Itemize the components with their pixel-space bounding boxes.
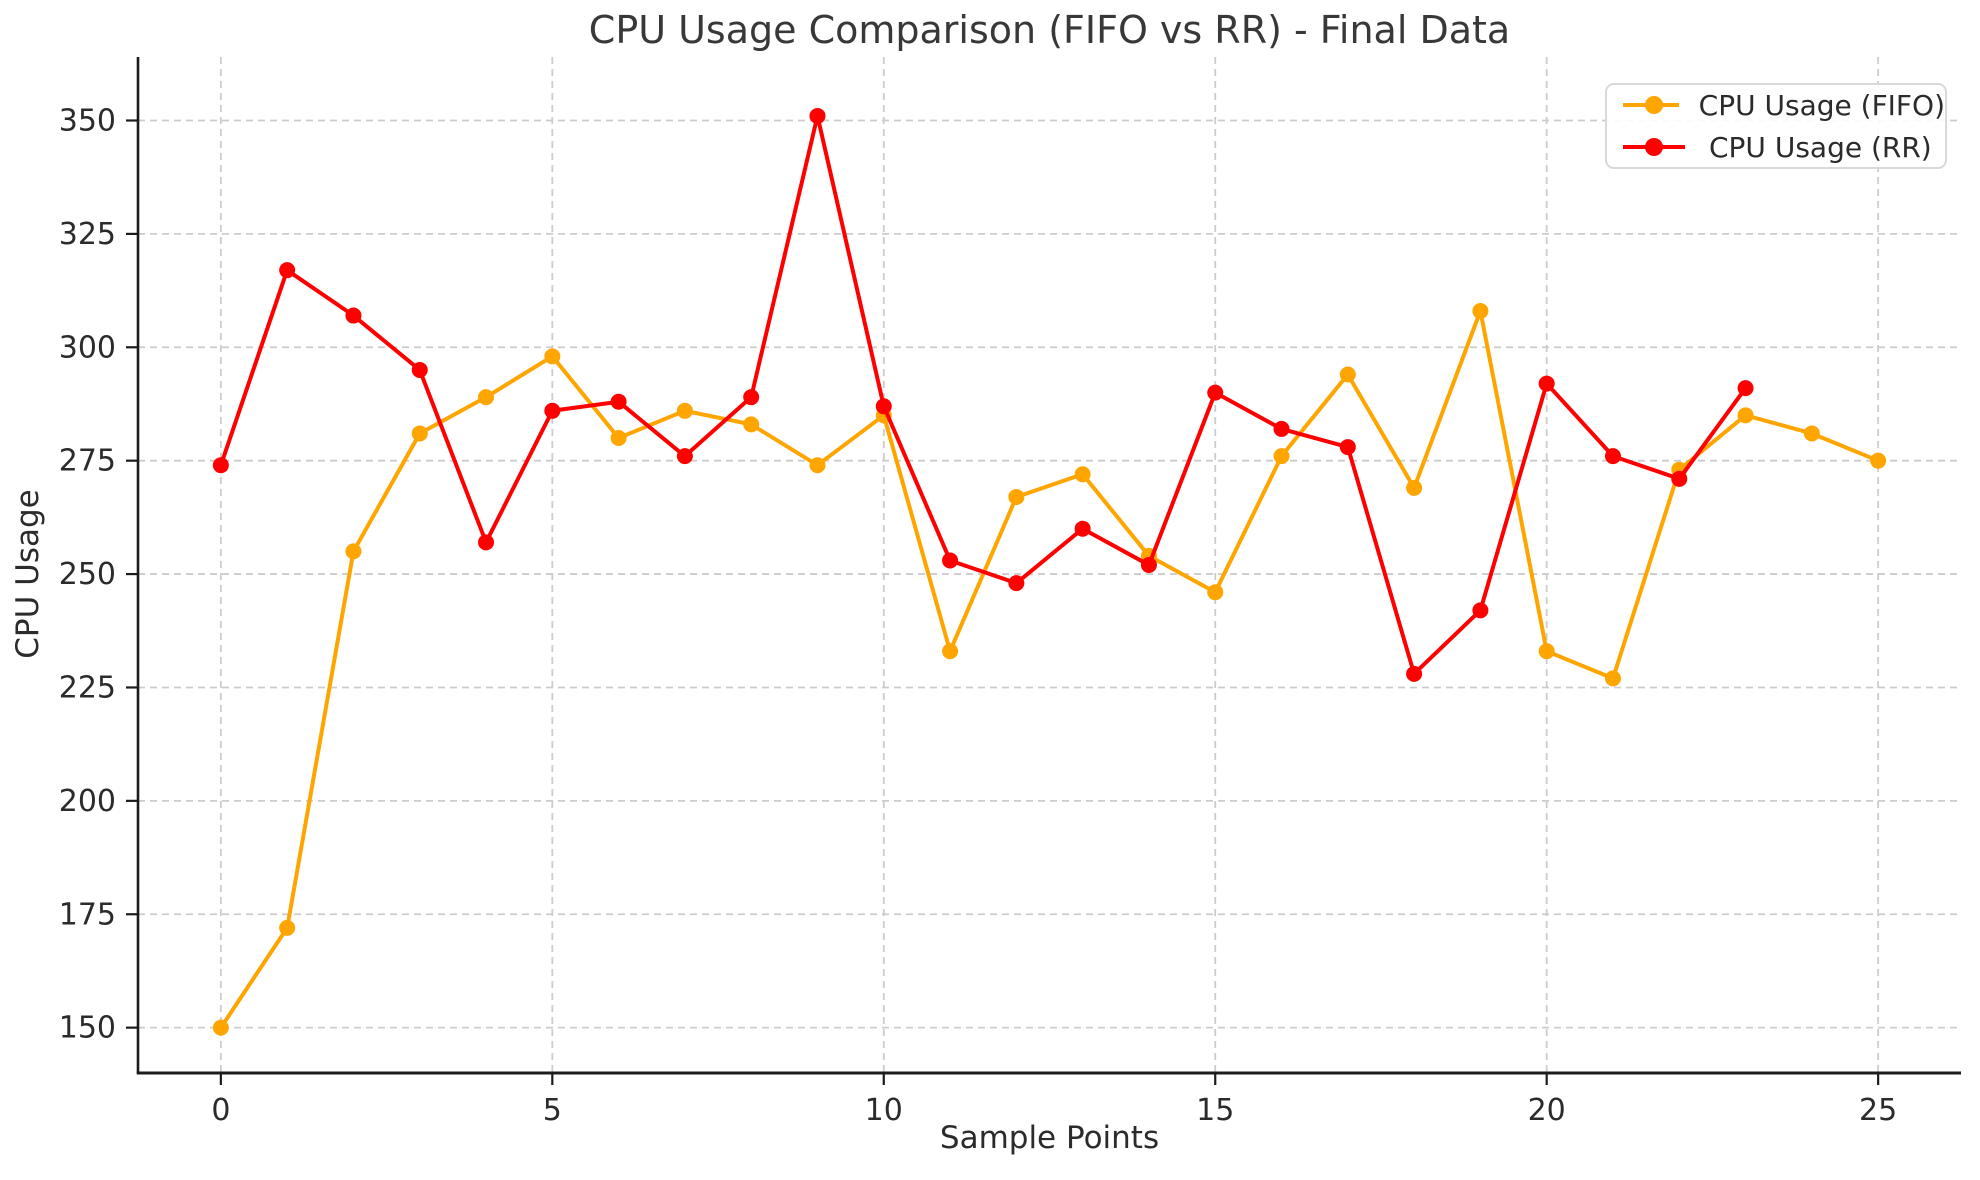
data-point-rr xyxy=(610,393,627,410)
series-line-rr xyxy=(218,113,1748,676)
data-point-fifo xyxy=(478,389,495,406)
data-point-rr xyxy=(676,448,693,465)
data-point-rr xyxy=(1339,439,1356,456)
data-point-fifo xyxy=(1074,466,1091,483)
data-point-rr xyxy=(1140,557,1157,573)
data-point-fifo xyxy=(1803,425,1820,442)
y-tick-label: 275 xyxy=(59,444,116,479)
y-tick-label: 150 xyxy=(59,1011,116,1046)
y-tick-label: 175 xyxy=(59,897,116,932)
data-point-fifo xyxy=(345,543,362,560)
data-point-rr xyxy=(1737,380,1754,397)
data-point-fifo xyxy=(942,643,959,660)
data-point-rr xyxy=(1472,602,1489,619)
fifo-line-marker-swatch xyxy=(1623,96,1679,114)
data-point-fifo xyxy=(1538,643,1555,660)
data-point-rr xyxy=(279,262,296,279)
data-point-fifo xyxy=(1737,407,1754,424)
data-point-rr xyxy=(1671,470,1688,487)
legend-item-fifo: CPU Usage (FIFO) xyxy=(1619,89,1945,122)
y-axis-label: CPU Usage xyxy=(10,489,46,659)
data-point-fifo xyxy=(1472,303,1489,319)
data-point-rr xyxy=(1074,520,1091,537)
data-point-fifo xyxy=(1604,670,1621,687)
data-point-rr xyxy=(942,552,959,569)
data-point-rr xyxy=(212,457,229,474)
data-point-fifo xyxy=(610,430,627,446)
legend-item-rr: CPU Usage (RR) xyxy=(1619,131,1945,164)
data-point-rr xyxy=(1273,420,1290,437)
data-point-fifo xyxy=(1008,488,1025,505)
data-point-rr xyxy=(875,398,892,415)
legend-label-rr: CPU Usage (RR) xyxy=(1709,130,1932,164)
data-point-fifo xyxy=(1870,452,1887,469)
chart-title: CPU Usage Comparison (FIFO vs RR) - Fina… xyxy=(588,8,1511,52)
data-point-rr xyxy=(1604,448,1621,465)
data-point-rr xyxy=(544,402,561,419)
x-tick-label: 5 xyxy=(543,1093,562,1128)
y-tick-label: 300 xyxy=(59,330,116,365)
y-tick-label: 225 xyxy=(59,670,116,705)
data-point-fifo xyxy=(1273,448,1290,465)
data-point-rr xyxy=(411,361,428,378)
data-point-fifo xyxy=(1207,584,1224,601)
data-point-rr xyxy=(809,107,826,124)
data-point-fifo xyxy=(1406,479,1423,496)
data-point-fifo xyxy=(1339,366,1356,383)
data-point-fifo xyxy=(676,402,693,419)
y-tick-label: 350 xyxy=(59,104,116,139)
data-point-fifo xyxy=(544,348,561,365)
data-point-rr xyxy=(478,534,495,551)
rr-line-marker-swatch xyxy=(1623,138,1685,156)
y-tick-label: 200 xyxy=(59,784,116,819)
data-point-fifo xyxy=(411,425,428,442)
data-point-rr xyxy=(1406,665,1423,682)
data-point-rr xyxy=(1538,375,1555,392)
x-tick-label: 20 xyxy=(1528,1093,1566,1128)
x-axis-label: Sample Points xyxy=(939,1120,1160,1156)
data-point-fifo xyxy=(743,416,760,433)
data-point-rr xyxy=(743,389,760,406)
data-point-rr xyxy=(1207,384,1224,401)
y-tick-label: 250 xyxy=(59,557,116,592)
x-tick-label: 15 xyxy=(1196,1093,1234,1128)
data-point-rr xyxy=(1008,575,1025,592)
x-tick-label: 0 xyxy=(211,1093,230,1128)
data-point-fifo xyxy=(809,457,826,474)
legend-label-fifo: CPU Usage (FIFO) xyxy=(1698,88,1945,122)
x-tick-label: 25 xyxy=(1859,1093,1897,1128)
data-point-rr xyxy=(345,307,362,324)
data-point-fifo xyxy=(279,919,296,936)
x-tick-label: 10 xyxy=(865,1093,903,1128)
legend: CPU Usage (FIFO) CPU Usage (RR) xyxy=(1605,83,1947,169)
y-tick-label: 325 xyxy=(59,217,116,252)
data-point-fifo xyxy=(212,1019,229,1036)
series-line-fifo xyxy=(218,309,1881,1030)
